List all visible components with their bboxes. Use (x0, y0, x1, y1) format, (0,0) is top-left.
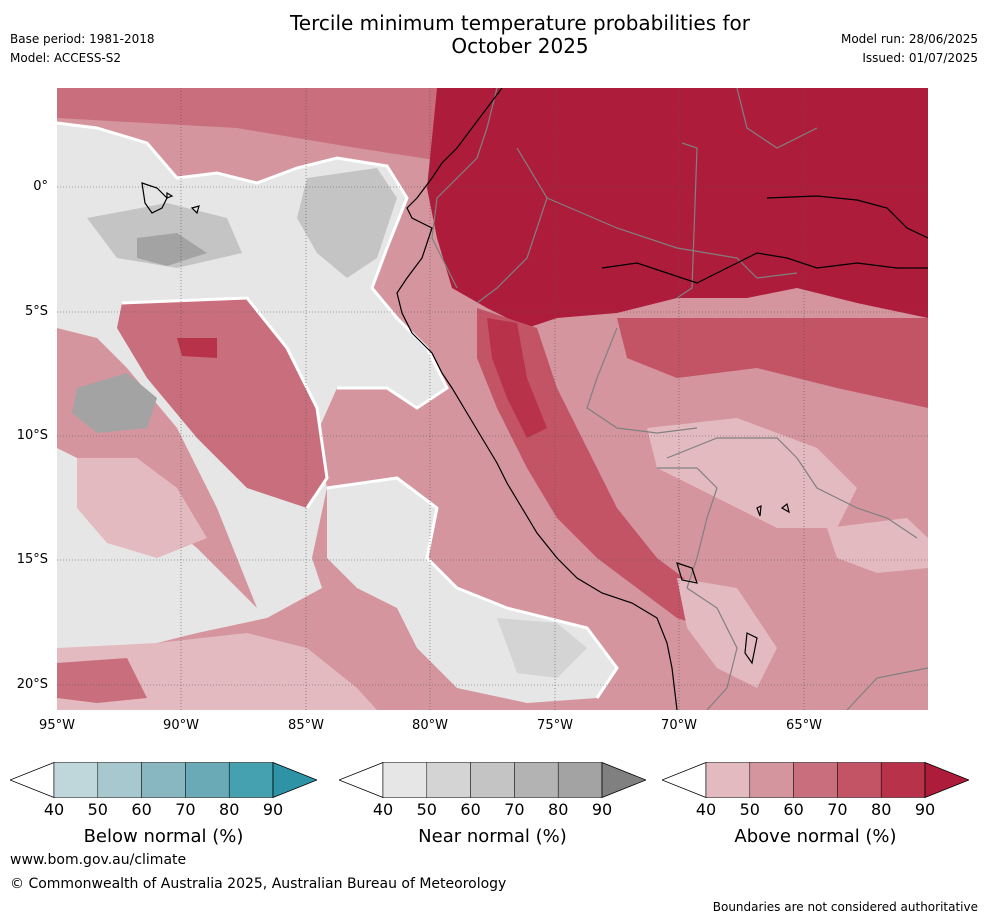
legend-tick-label: 60 (131, 800, 152, 819)
legend-tick-label: 70 (504, 800, 525, 819)
legend-tick-label: 50 (739, 800, 760, 819)
legend-tick-label: 80 (219, 800, 240, 819)
legend-swatch-low (337, 761, 384, 799)
region-above-60c (57, 658, 147, 703)
map-title: Tercile minimum temperature probabilitie… (0, 12, 988, 58)
legend-bar-svg (8, 761, 319, 799)
legend-tick-label: 60 (460, 800, 481, 819)
lon-label-95w: 95°W (39, 718, 75, 733)
footer-note: Boundaries are not considered authoritat… (712, 900, 978, 914)
region-near-normal-80b (72, 373, 157, 433)
legend-tick-label: 90 (591, 800, 613, 819)
legend-swatch (53, 762, 99, 798)
legend-tick-label: 70 (827, 800, 848, 819)
legend-tick-label: 50 (416, 800, 437, 819)
probability-map (57, 88, 928, 710)
contour-boundary-1 (57, 121, 449, 410)
lat-label-15s: 15°S (16, 552, 48, 567)
legend-swatch (228, 762, 274, 798)
lon-label-75w: 75°W (537, 718, 573, 733)
title-line-1: Tercile minimum temperature probabilitie… (289, 11, 751, 35)
contour-boundary-3 (326, 476, 619, 699)
issued-date: Issued: 01/07/2025 (862, 51, 978, 65)
legend-swatch (382, 762, 428, 798)
legend-swatch-high (272, 761, 319, 799)
legend-swatch-low (660, 761, 707, 799)
legend-tick-label: 50 (87, 800, 108, 819)
region-above-60b (117, 298, 327, 508)
legend-swatch-high (601, 761, 648, 799)
region-above-90 (427, 88, 928, 328)
region-above-80-patch (177, 338, 217, 358)
legend-tick-label: 70 (175, 800, 196, 819)
lon-label-80w: 80°W (412, 718, 448, 733)
lat-label-20s: 20°S (16, 677, 48, 692)
region-above-40d (827, 518, 928, 573)
legend-tick-label: 80 (871, 800, 892, 819)
meta-left: Base period: 1981-2018 Model: ACCESS-S2 (10, 32, 155, 70)
model-name: Model: ACCESS-S2 (10, 51, 122, 65)
region-near-normal-60b (297, 168, 397, 278)
lon-label-85w: 85°W (288, 718, 324, 733)
legend-swatch (793, 762, 838, 798)
map-svg (57, 88, 928, 710)
graticule (57, 88, 928, 710)
legend-title-above: Above normal (%) (734, 826, 897, 847)
lat-label-0: 0° (33, 179, 48, 194)
lon-label-70w: 70°W (661, 718, 697, 733)
legend-swatch (141, 762, 186, 798)
country-borders (431, 88, 928, 710)
legend-swatch (514, 762, 559, 798)
title-line-2: October 2025 (451, 34, 589, 58)
legend-bar-svg (337, 761, 648, 799)
legend-tick-label: 90 (914, 800, 936, 819)
legend-swatch (426, 762, 471, 798)
legend-swatch-high (924, 761, 971, 799)
footer-url-link[interactable]: www.bom.gov.au/climate (10, 852, 187, 868)
coastlines (141, 88, 928, 710)
legend-swatch (837, 762, 882, 798)
legend-swatch (185, 762, 230, 798)
legend-colorbar-near (337, 761, 648, 799)
legend-tick-label: 80 (548, 800, 569, 819)
region-near-normal-80 (137, 233, 207, 266)
legend-title-near: Near normal (%) (418, 826, 567, 847)
legend-swatch (557, 762, 603, 798)
legend-tick-label: 40 (372, 800, 394, 819)
base-period: Base period: 1981-2018 (10, 32, 155, 46)
lon-label-65w: 65°W (786, 718, 822, 733)
legend-title-below: Below normal (%) (83, 826, 244, 847)
legend-colorbar-below (8, 761, 319, 799)
legend-tick-label: 40 (695, 800, 717, 819)
region-near-normal-50 (497, 618, 587, 678)
region-above-70 (477, 308, 707, 628)
region-above-80 (487, 318, 547, 438)
legend-tick-label: 40 (43, 800, 65, 819)
legend-swatch-low (8, 761, 55, 799)
legend-swatch (705, 762, 751, 798)
legend-tick-label: 90 (262, 800, 284, 819)
lat-label-5s: 5°S (24, 304, 48, 319)
region-above-70b (617, 318, 928, 408)
lat-label-10s: 10°S (16, 428, 48, 443)
legend-colorbar-above (660, 761, 971, 799)
legend-bar-svg (660, 761, 971, 799)
legend-swatch (97, 762, 142, 798)
contour-boundary-2 (121, 296, 329, 509)
model-run: Model run: 28/06/2025 (840, 32, 978, 46)
meta-right: Model run: 28/06/2025 Issued: 01/07/2025 (841, 32, 978, 70)
legend-swatch (749, 762, 794, 798)
footer-copyright: © Commonwealth of Australia 2025, Austra… (10, 876, 507, 892)
legend-tick-label: 60 (783, 800, 804, 819)
lon-label-90w: 90°W (163, 718, 199, 733)
legend-swatch (880, 762, 926, 798)
region-above-40 (77, 458, 207, 558)
legend-swatch (470, 762, 515, 798)
